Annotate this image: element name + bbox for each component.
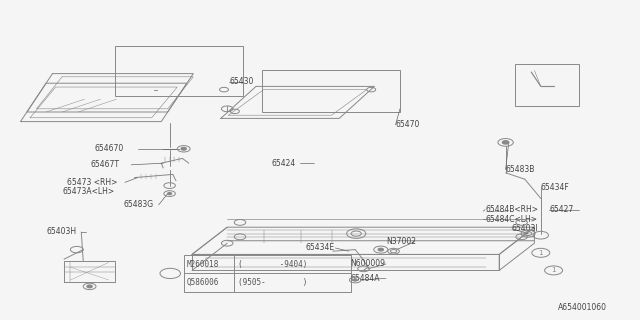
- Text: 65473A<LH>: 65473A<LH>: [62, 188, 114, 196]
- Text: 1: 1: [538, 250, 543, 256]
- Text: 65484B<RH>: 65484B<RH>: [485, 205, 538, 214]
- Text: 65434F: 65434F: [541, 183, 570, 192]
- Text: 1: 1: [168, 269, 173, 278]
- Circle shape: [181, 148, 186, 150]
- Circle shape: [168, 193, 172, 195]
- Text: M260018: M260018: [187, 260, 220, 269]
- Text: 65403I: 65403I: [512, 224, 539, 233]
- Text: 65434E: 65434E: [306, 244, 335, 252]
- Circle shape: [378, 248, 383, 251]
- Bar: [262, 70, 400, 112]
- Bar: [115, 46, 243, 96]
- Text: 65483G: 65483G: [124, 200, 154, 209]
- Text: 65430: 65430: [229, 77, 253, 86]
- Circle shape: [87, 285, 92, 288]
- Text: (        -9404): ( -9404): [237, 260, 307, 269]
- Circle shape: [160, 268, 180, 278]
- Text: N600009: N600009: [351, 260, 386, 268]
- Text: N37002: N37002: [386, 237, 416, 246]
- Text: 65467T: 65467T: [91, 160, 120, 169]
- Bar: [184, 255, 351, 292]
- Text: 65483B: 65483B: [506, 165, 535, 174]
- Text: 65470: 65470: [396, 120, 420, 129]
- Text: 654670: 654670: [95, 144, 124, 153]
- Circle shape: [353, 279, 357, 281]
- Circle shape: [502, 141, 509, 144]
- Text: 1: 1: [551, 268, 556, 273]
- Bar: [515, 64, 579, 106]
- Text: A654001060: A654001060: [558, 303, 607, 312]
- Text: Q586006: Q586006: [187, 278, 220, 287]
- Text: (9505-        ): (9505- ): [237, 278, 307, 287]
- Text: 65484A: 65484A: [351, 274, 380, 283]
- Text: 65484C<LH>: 65484C<LH>: [485, 215, 537, 224]
- Text: 65427: 65427: [549, 205, 573, 214]
- Text: 65473 <RH>: 65473 <RH>: [67, 178, 118, 187]
- Text: 65424: 65424: [272, 159, 296, 168]
- Text: 65403H: 65403H: [46, 228, 76, 236]
